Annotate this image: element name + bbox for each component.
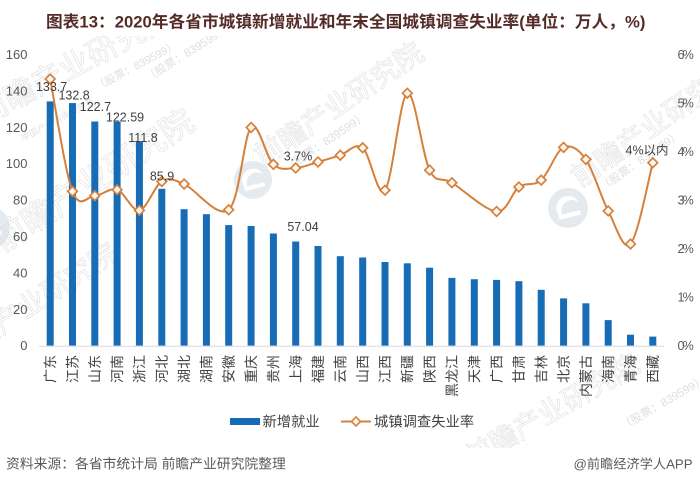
svg-text:APP: APP <box>666 457 693 472</box>
svg-text:6%: 6% <box>678 48 694 62</box>
svg-text:13: 13 <box>79 13 98 32</box>
svg-text:1%: 1% <box>678 291 694 305</box>
svg-text:0: 0 <box>20 338 27 353</box>
svg-text:2020: 2020 <box>115 13 152 32</box>
svg-text:3.7%: 3.7% <box>284 150 313 164</box>
svg-text:20: 20 <box>13 302 27 317</box>
svg-text:(: ( <box>519 13 525 32</box>
svg-text:140: 140 <box>6 83 28 98</box>
svg-text:4%: 4% <box>626 144 644 158</box>
svg-text:160: 160 <box>6 47 28 62</box>
svg-text:80: 80 <box>13 193 27 208</box>
svg-text:122.59: 122.59 <box>106 110 144 124</box>
svg-text:60: 60 <box>13 229 27 244</box>
svg-text:2%: 2% <box>678 242 694 256</box>
svg-text:%): %) <box>625 13 645 32</box>
svg-text:3%: 3% <box>678 194 694 208</box>
svg-text:40: 40 <box>13 265 27 280</box>
svg-text:57.04: 57.04 <box>287 220 318 234</box>
svg-text:100: 100 <box>6 156 28 171</box>
svg-text:85.9: 85.9 <box>150 170 174 184</box>
svg-text:5%: 5% <box>678 97 694 111</box>
svg-text:@: @ <box>574 457 587 472</box>
svg-text:0%: 0% <box>678 339 694 353</box>
svg-text:111.8: 111.8 <box>128 131 157 145</box>
svg-text:122.7: 122.7 <box>80 100 111 114</box>
svg-text:132.8: 132.8 <box>58 88 89 102</box>
svg-text:133.7: 133.7 <box>36 80 67 94</box>
svg-text:120: 120 <box>6 120 28 135</box>
svg-text:4%: 4% <box>678 145 694 159</box>
